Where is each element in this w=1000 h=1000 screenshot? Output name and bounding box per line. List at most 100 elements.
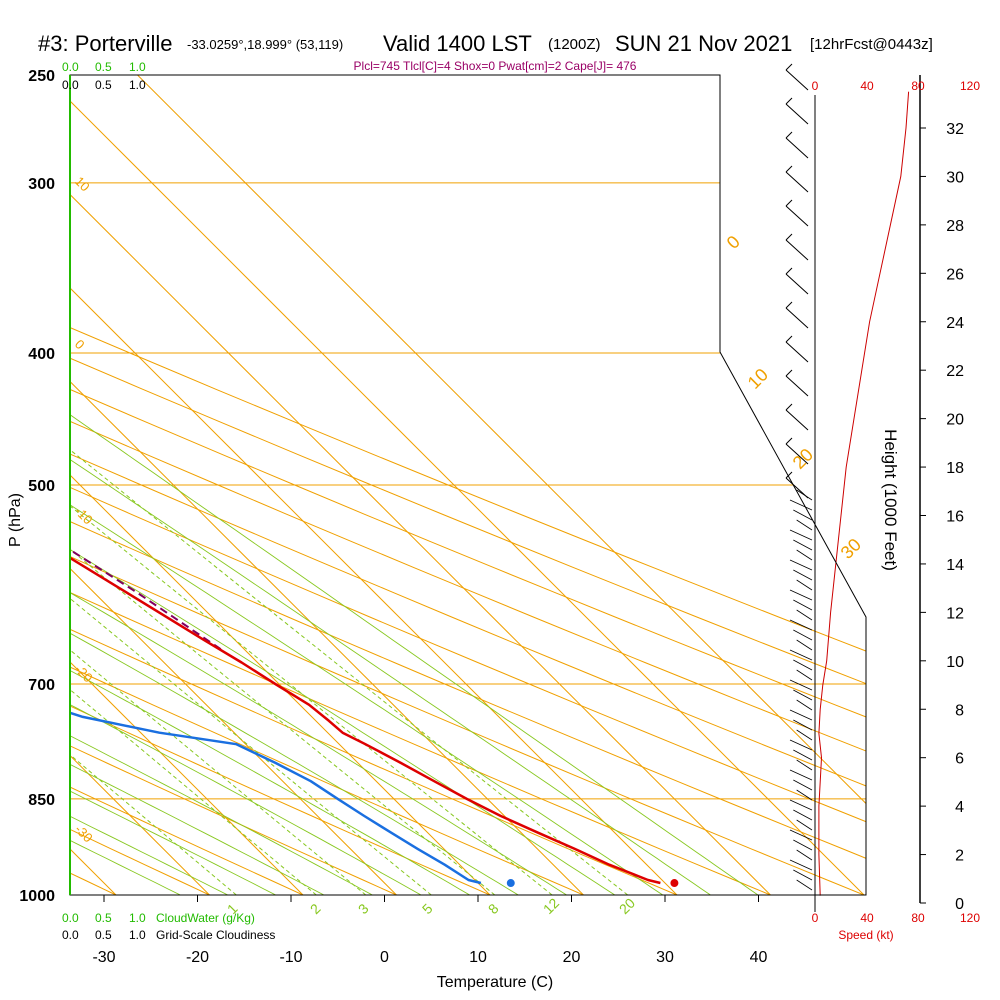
mixing-ratio-label: 20 <box>616 895 638 917</box>
dewpoint-line <box>70 97 482 885</box>
mixing-ratio-line <box>70 352 367 895</box>
dry-adiabat <box>70 75 866 895</box>
height-tick-label: 24 <box>946 315 964 332</box>
wind-speed-line <box>818 91 910 896</box>
dry-adiabat <box>70 75 866 895</box>
title-station: #3: Porterville <box>38 31 173 56</box>
mixing-ratio-line <box>70 352 496 895</box>
mixing-ratio-label: 3 <box>355 900 372 917</box>
wind-barb <box>785 273 809 295</box>
dry-adiabat <box>70 75 866 895</box>
moist-adiabat <box>70 75 613 895</box>
wind-barb <box>789 559 813 571</box>
cloud-top-green-2: 1.0 <box>129 60 146 74</box>
wind-barb <box>785 471 793 479</box>
wind-barb <box>796 579 813 591</box>
wind-barb <box>785 375 809 397</box>
mixing-ratio-line <box>70 352 237 895</box>
wind-barb <box>793 569 813 581</box>
moist-label: 30 <box>837 535 865 563</box>
speed-axis-label: Speed (kt) <box>838 928 893 942</box>
speed-top-40: 40 <box>860 79 874 93</box>
wind-barb <box>785 131 793 139</box>
x-tick-label: 10 <box>469 949 487 966</box>
wind-barb <box>796 879 813 891</box>
wind-barb <box>793 629 813 641</box>
wind-barb <box>785 137 809 159</box>
isotherm-line <box>70 75 239 895</box>
title-forecast: [12hrFcst@0443z] <box>810 36 933 53</box>
wind-barb <box>796 789 813 801</box>
x-tick-label: -30 <box>92 949 115 966</box>
wind-barb <box>793 839 813 851</box>
mixing-ratio-line <box>70 352 553 895</box>
cloud-bottom-black-2: 1.0 <box>129 928 146 942</box>
moist-label: 10 <box>744 365 772 393</box>
indices-line: Plcl=745 Tlcl[C]=4 Shox=0 Pwat[cm]=2 Cap… <box>354 59 637 73</box>
x-tick-label: 0 <box>380 949 389 966</box>
mixing-ratio-label: 8 <box>485 900 502 917</box>
speed-axis-top: 0 40 80 120 <box>812 79 981 93</box>
cloud-bottom-black-0: 0.0 <box>62 928 79 942</box>
dry-adiabat <box>70 75 651 895</box>
dry-adiabat <box>70 75 841 895</box>
dry-adiabat <box>70 75 866 895</box>
dry-adiabat-label: -30 <box>72 822 96 846</box>
wind-barb <box>796 729 813 741</box>
height-tick-label: 20 <box>946 412 964 429</box>
wind-profile-panel <box>785 63 910 912</box>
moist-adiabat <box>70 75 379 895</box>
wind-barb <box>796 819 813 831</box>
wind-barb <box>789 619 813 631</box>
height-tick-label: 8 <box>955 702 964 719</box>
isotherm-line <box>70 75 613 895</box>
moist-adiabat <box>70 75 426 895</box>
wind-barb <box>793 719 813 731</box>
cloud-scale-bottom: 0.0 0.5 1.0 CloudWater (g/Kg) 0.0 0.5 1.… <box>62 911 275 942</box>
speed-top-80: 80 <box>911 79 925 93</box>
height-tick-label: 14 <box>946 557 964 574</box>
title-zulu: (1200Z) <box>548 36 601 53</box>
wind-barb <box>785 165 793 173</box>
wind-barb <box>785 63 793 71</box>
moist-adiabat <box>70 75 566 895</box>
wind-barb <box>789 529 813 541</box>
isotherm-line <box>0 0 51 924</box>
wind-barb <box>793 809 813 821</box>
x-tick-label: -20 <box>186 949 209 966</box>
wind-barb <box>785 403 793 411</box>
moist-adiabat <box>70 75 239 895</box>
mixing-ratio-line <box>70 352 317 895</box>
wind-barb <box>796 699 813 711</box>
x-tick-label: 20 <box>563 949 581 966</box>
wind-barb <box>785 97 793 105</box>
x-axis-title: Temperature (C) <box>437 974 553 991</box>
wind-barb <box>789 859 813 871</box>
wind-barb <box>785 341 809 363</box>
moist-label: 0 <box>723 232 744 253</box>
height-tick-label: 2 <box>955 848 964 865</box>
height-tick-label: 12 <box>946 605 964 622</box>
p-tick-label: 1000 <box>19 888 55 905</box>
wind-barb <box>785 103 809 125</box>
height-tick-label: 26 <box>946 266 964 283</box>
cloud-top-green-1: 0.5 <box>95 60 112 74</box>
moist-adiabat <box>70 75 660 895</box>
p-tick-label: 700 <box>28 677 55 694</box>
dry-adiabat <box>70 75 746 895</box>
p-tick-label: 850 <box>28 792 55 809</box>
surface-temperature-dot <box>670 879 679 888</box>
wind-barb <box>796 639 813 651</box>
wind-barb <box>796 489 813 501</box>
isotherm-line <box>70 75 146 895</box>
wind-barb <box>785 239 809 261</box>
p-tick-label: 250 <box>28 68 55 85</box>
x-tick-label: -10 <box>279 949 302 966</box>
wind-barb <box>793 539 813 551</box>
height-tick-label: 4 <box>955 799 964 816</box>
mixing-ratio-label: 12 <box>540 895 562 917</box>
isotherm-line <box>70 75 426 895</box>
wind-barb <box>789 799 813 811</box>
